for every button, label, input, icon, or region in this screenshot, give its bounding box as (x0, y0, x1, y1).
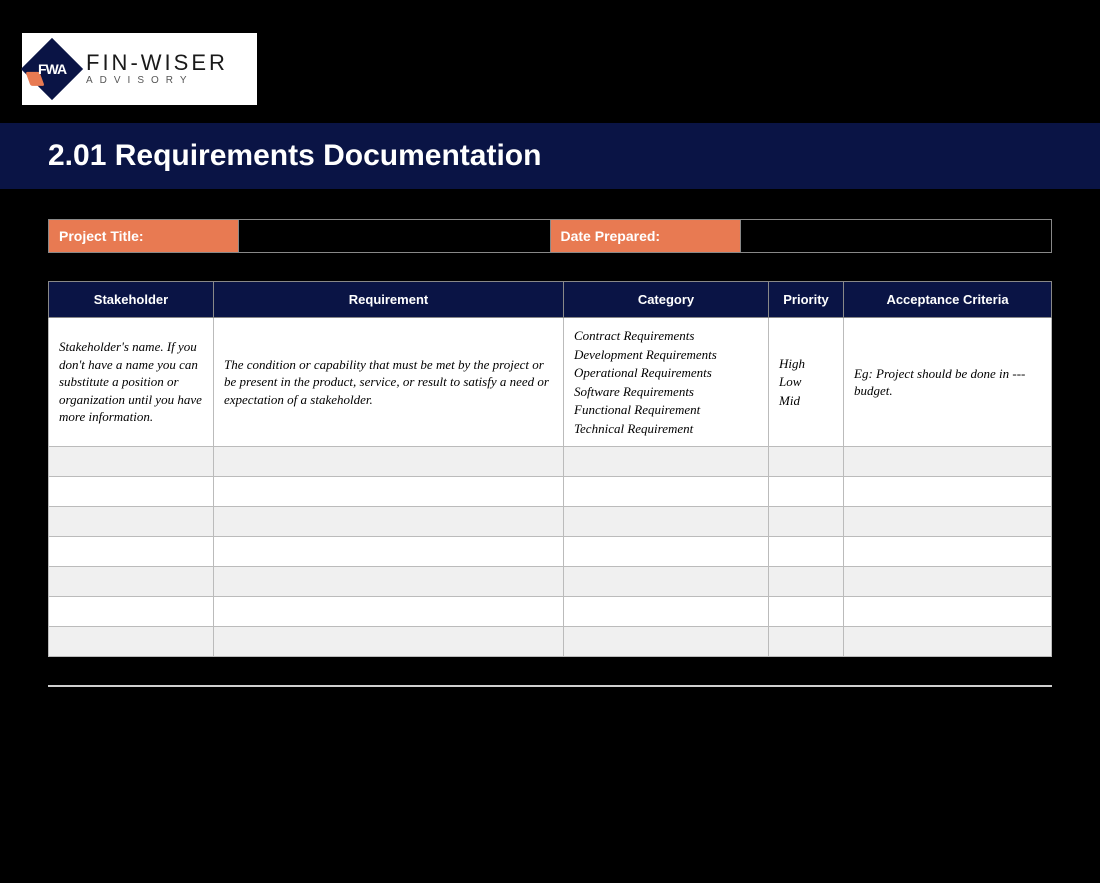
guidance-category: Contract Requirements Development Requir… (564, 318, 769, 447)
col-priority: Priority (769, 282, 844, 318)
page-title: 2.01 Requirements Documentation (48, 139, 1100, 173)
meta-row: Project Title: Date Prepared: (48, 219, 1052, 253)
project-title-label: Project Title: (49, 220, 239, 252)
guidance-priority: High Low Mid (769, 318, 844, 447)
priority-option: High (779, 355, 833, 373)
table-row[interactable] (49, 567, 1052, 597)
logo-main-text: FIN-WISER (86, 52, 228, 74)
logo-text: FIN-WISER ADVISORY (86, 52, 228, 86)
category-option: Contract Requirements (574, 327, 758, 345)
priority-option: Mid (779, 392, 833, 410)
guidance-requirement: The condition or capability that must be… (214, 318, 564, 447)
table-row[interactable] (49, 627, 1052, 657)
project-title-value[interactable] (239, 220, 551, 252)
category-option: Functional Requirement (574, 401, 758, 419)
date-prepared-label: Date Prepared: (551, 220, 741, 252)
logo-initials: FWA (38, 61, 66, 77)
guidance-row: Stakeholder's name. If you don't have a … (49, 318, 1052, 447)
table-row[interactable] (49, 477, 1052, 507)
logo-sub-text: ADVISORY (86, 76, 228, 86)
table-row[interactable] (49, 597, 1052, 627)
col-acceptance: Acceptance Criteria (844, 282, 1052, 318)
col-stakeholder: Stakeholder (49, 282, 214, 318)
category-option: Development Requirements (574, 346, 758, 364)
guidance-stakeholder: Stakeholder's name. If you don't have a … (49, 318, 214, 447)
logo-mark: FWA (21, 38, 83, 100)
logo: FWA FIN-WISER ADVISORY (22, 33, 257, 105)
category-option: Operational Requirements (574, 364, 758, 382)
guidance-acceptance: Eg: Project should be done in --- budget… (844, 318, 1052, 447)
title-bar: 2.01 Requirements Documentation (0, 123, 1100, 189)
table-row[interactable] (49, 447, 1052, 477)
requirements-table: Stakeholder Requirement Category Priorit… (48, 281, 1052, 657)
col-requirement: Requirement (214, 282, 564, 318)
table-header-row: Stakeholder Requirement Category Priorit… (49, 282, 1052, 318)
table-row[interactable] (49, 507, 1052, 537)
category-option: Technical Requirement (574, 420, 758, 438)
separator (48, 685, 1052, 687)
date-prepared-value[interactable] (741, 220, 1052, 252)
category-option: Software Requirements (574, 383, 758, 401)
table-row[interactable] (49, 537, 1052, 567)
col-category: Category (564, 282, 769, 318)
priority-option: Low (779, 373, 833, 391)
